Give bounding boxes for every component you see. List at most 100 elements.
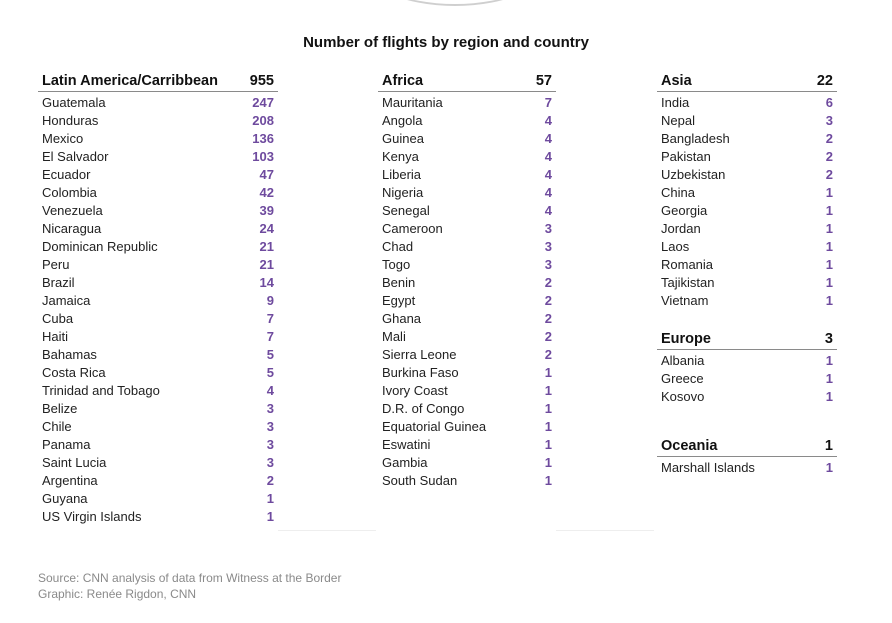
region-table-asia: Asia 22 India 6 Nepal 3 Bangladesh 2 Pakistan 2 Uz… — [657, 71, 837, 310]
table-row: Gambia 1 — [378, 454, 556, 472]
country-name: Gambia — [382, 455, 428, 470]
flight-count: 3 — [544, 257, 552, 272]
table-row: Ivory Coast 1 — [378, 382, 556, 400]
region-name: Asia — [661, 73, 692, 89]
table-row: Georgia 1 — [657, 202, 837, 220]
flight-count: 1 — [544, 401, 552, 416]
separator-line — [278, 530, 376, 531]
table-row: Burkina Faso 1 — [378, 364, 556, 382]
table-row: Ecuador 47 — [38, 166, 278, 184]
country-list: Albania 1 Greece 1 Kosovo 1 — [657, 350, 837, 406]
flight-count: 1 — [825, 389, 833, 404]
country-name: Chad — [382, 239, 414, 254]
country-name: Vietnam — [661, 293, 709, 308]
flight-count: 2 — [544, 293, 552, 308]
country-name: Argentina — [42, 473, 98, 488]
table-row: Nepal 3 — [657, 112, 837, 130]
table-row: Chile 3 — [38, 418, 278, 436]
flight-count: 3 — [266, 437, 274, 452]
region-table-africa: Africa 57 Mauritania 7 Angola 4 Guinea 4 Kenya 4 L… — [378, 71, 556, 490]
flight-count: 1 — [825, 371, 833, 386]
country-name: Togo — [382, 257, 411, 272]
flight-count: 2 — [825, 167, 833, 182]
flight-count: 1 — [544, 437, 552, 452]
country-name: Guatemala — [42, 95, 106, 110]
table-row: US Virgin Islands 1 — [38, 508, 278, 526]
flight-count: 1 — [825, 239, 833, 254]
table-row: Eswatini 1 — [378, 436, 556, 454]
region-header: Latin America/Carribbean 955 — [38, 71, 278, 92]
flight-count: 7 — [544, 95, 552, 110]
flight-count: 3 — [266, 419, 274, 434]
flight-count: 3 — [266, 455, 274, 470]
flight-count: 2 — [544, 329, 552, 344]
country-name: Nigeria — [382, 185, 424, 200]
flight-count: 4 — [266, 383, 274, 398]
flight-count: 7 — [266, 311, 274, 326]
flight-count: 14 — [259, 275, 274, 290]
flight-count: 39 — [259, 203, 274, 218]
flight-count: 2 — [544, 311, 552, 326]
flight-count: 2 — [544, 275, 552, 290]
flight-count: 1 — [825, 257, 833, 272]
flight-count: 4 — [544, 203, 552, 218]
table-row: Sierra Leone 2 — [378, 346, 556, 364]
table-row: El Salvador 103 — [38, 148, 278, 166]
country-name: Panama — [42, 437, 91, 452]
flight-count: 1 — [544, 455, 552, 470]
table-row: Guatemala 247 — [38, 94, 278, 112]
country-name: Bangladesh — [661, 131, 730, 146]
table-row: Equatorial Guinea 1 — [378, 418, 556, 436]
flight-count: 2 — [825, 131, 833, 146]
country-list: Guatemala 247 Honduras 208 Mexico 136 El Salva… — [38, 92, 278, 526]
flight-count: 1 — [266, 509, 274, 524]
country-name: Senegal — [382, 203, 430, 218]
table-row: Guinea 4 — [378, 130, 556, 148]
table-row: Angola 4 — [378, 112, 556, 130]
table-row: Argentina 2 — [38, 472, 278, 490]
country-name: Kenya — [382, 149, 419, 164]
country-name: Equatorial Guinea — [382, 419, 487, 434]
flight-count: 1 — [544, 473, 552, 488]
country-name: Ecuador — [42, 167, 91, 182]
country-name: Uzbekistan — [661, 167, 726, 182]
flight-count: 2 — [266, 473, 274, 488]
table-row: Vietnam 1 — [657, 292, 837, 310]
flight-count: 2 — [825, 149, 833, 164]
country-name: Saint Lucia — [42, 455, 107, 470]
flight-count: 42 — [259, 185, 274, 200]
region-table-latin-america-carribbean: Latin America/Carribbean 955 Guatemala 247 H… — [38, 71, 278, 526]
country-name: Burkina Faso — [382, 365, 459, 380]
source-note: Source: CNN analysis of data from Witnes… — [38, 571, 342, 585]
region-total: 57 — [535, 73, 552, 89]
flight-count: 21 — [259, 239, 274, 254]
region-header: Asia 22 — [657, 71, 837, 92]
country-name: Romania — [661, 257, 714, 272]
country-name: D.R. of Congo — [382, 401, 465, 416]
flight-count: 4 — [544, 185, 552, 200]
table-row: South Sudan 1 — [378, 472, 556, 490]
region-total: 22 — [816, 73, 833, 89]
table-row: Togo 3 — [378, 256, 556, 274]
table-row: Colombia 42 — [38, 184, 278, 202]
flight-count: 7 — [266, 329, 274, 344]
table-row: China 1 — [657, 184, 837, 202]
country-name: Angola — [382, 113, 423, 128]
table-row: Bangladesh 2 — [657, 130, 837, 148]
table-row: Egypt 2 — [378, 292, 556, 310]
country-name: Laos — [661, 239, 690, 254]
country-name: Mauritania — [382, 95, 443, 110]
country-name: Belize — [42, 401, 78, 416]
flight-count: 2 — [544, 347, 552, 362]
flight-count: 1 — [825, 185, 833, 200]
country-name: Trinidad and Tobago — [42, 383, 160, 398]
table-row: Belize 3 — [38, 400, 278, 418]
country-name: Peru — [42, 257, 70, 272]
country-list: Marshall Islands 1 — [657, 457, 837, 477]
flight-count: 3 — [544, 239, 552, 254]
flight-count: 1 — [266, 491, 274, 506]
flight-count: 24 — [259, 221, 274, 236]
country-name: Greece — [661, 371, 704, 386]
country-name: Jordan — [661, 221, 701, 236]
table-row: Mali 2 — [378, 328, 556, 346]
